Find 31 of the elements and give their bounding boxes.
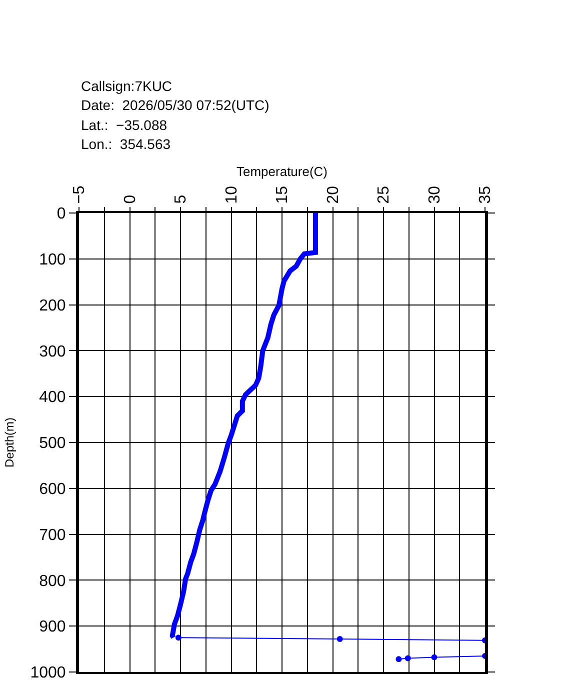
y-tick-label: 1000	[30, 664, 66, 682]
point	[396, 656, 402, 662]
x-tick-label: 0	[122, 194, 139, 204]
x-tick-label: 15	[274, 186, 292, 204]
x-tick-label: 25	[376, 186, 393, 204]
x-tick-label: 35	[477, 186, 494, 204]
y-tick-label: 200	[39, 297, 66, 314]
y-tick-label: 700	[39, 526, 66, 544]
x-tick-label: 20	[324, 186, 342, 204]
y-axis-title: Depth(m)	[2, 417, 17, 468]
point	[175, 634, 182, 641]
x-tick-label: −5	[71, 185, 88, 204]
point	[336, 636, 343, 642]
x-tick-label: 30	[426, 186, 444, 204]
y-tick-label: 900	[39, 618, 66, 636]
x-axis-title: Temperature(C)	[236, 164, 328, 179]
y-tick-label: 600	[39, 481, 66, 498]
y-tick-label: 500	[39, 435, 66, 452]
x-tick-label: 5	[172, 194, 190, 204]
y-tick-label: 800	[39, 572, 66, 590]
y-tick-label: 100	[39, 252, 66, 268]
y-tick-label: 0	[56, 206, 66, 223]
y-tick-label: 400	[39, 389, 66, 406]
text: Callsign:7KUC	[81, 78, 172, 94]
point	[404, 655, 411, 662]
point	[431, 654, 438, 660]
text: Lon.: 354.563	[81, 136, 171, 152]
y-tick-label: 300	[39, 343, 66, 360]
text: Lat.: −35.088	[81, 117, 168, 133]
text: Date: 2026/05/30 07:52(UTC)	[81, 97, 270, 113]
x-tick-label: 10	[223, 186, 240, 204]
